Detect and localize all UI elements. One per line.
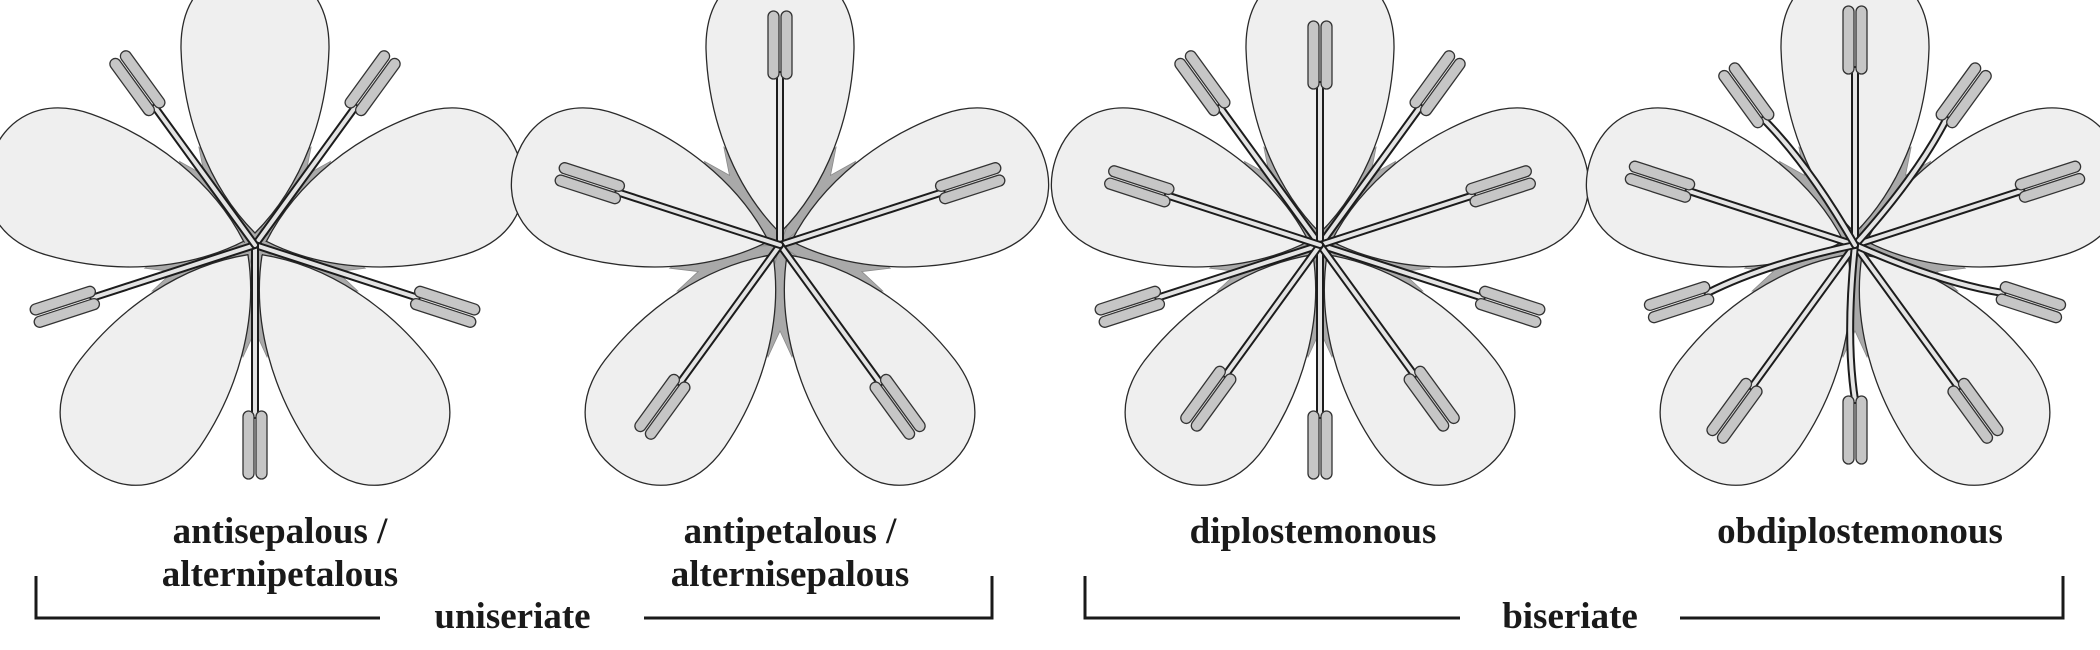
stamen — [1316, 241, 1460, 432]
group-label-uniseriate: uniseriate — [434, 596, 591, 637]
flower-antipetalous — [510, 0, 1050, 486]
stamen — [634, 241, 784, 440]
stamen — [1174, 50, 1324, 249]
stamen — [1851, 160, 2086, 249]
stamen — [1307, 241, 1333, 480]
stamen — [1851, 241, 2004, 444]
label-antisepalous: antisepalous / alternipetalous — [130, 510, 430, 596]
stamen — [1316, 165, 1536, 249]
stamen — [554, 162, 784, 249]
anther — [1643, 281, 1715, 324]
anther — [1403, 365, 1460, 432]
label-antisepalous-line2: alternipetalous — [161, 554, 399, 595]
label-obdiplostemonous: obdiplostemonous — [1700, 510, 2020, 553]
stamen — [251, 241, 481, 328]
anther — [109, 50, 166, 117]
petal — [1330, 107, 1590, 268]
stamen — [1316, 241, 1546, 328]
anther — [1465, 165, 1536, 208]
flower-obdiplostemonous — [1585, 0, 2100, 486]
anther — [29, 285, 101, 328]
stamen — [1307, 20, 1333, 249]
anther — [409, 285, 481, 328]
flower-diplostemonous — [1050, 0, 1590, 486]
petal — [258, 253, 451, 486]
label-diplostemonous: diplostemonous — [1163, 510, 1463, 553]
petal — [510, 107, 771, 268]
anther — [1706, 377, 1763, 444]
petal — [1585, 107, 1846, 268]
anther — [634, 373, 691, 440]
stamen — [1718, 62, 1859, 249]
anther — [344, 50, 401, 117]
petal — [1865, 107, 2100, 268]
anther — [767, 10, 793, 80]
anther — [1104, 165, 1175, 208]
anther — [1307, 20, 1333, 90]
anther — [1474, 285, 1546, 328]
anther — [1174, 50, 1231, 117]
stamen — [109, 50, 259, 249]
label-antipetalous: antipetalous / alternisepalous — [640, 510, 940, 596]
anther — [869, 373, 926, 440]
anther — [242, 410, 268, 480]
flower-antisepalous — [0, 0, 525, 486]
label-antisepalous-line1: antisepalous / — [172, 511, 388, 552]
label-antipetalous-line2: alternisepalous — [670, 554, 910, 595]
stamen — [1842, 5, 1868, 249]
petal — [0, 107, 246, 268]
stamen — [1851, 62, 1992, 249]
stamen — [251, 50, 401, 249]
anther — [1624, 160, 1696, 203]
stamen — [1180, 241, 1324, 432]
stamen — [1316, 50, 1466, 249]
stamen — [776, 241, 926, 440]
petal — [180, 0, 330, 234]
anther — [1409, 50, 1466, 117]
anther — [1094, 285, 1166, 328]
anther — [934, 162, 1006, 205]
label-obdiplostemonous-line1: obdiplostemonous — [1717, 511, 2003, 552]
stamen — [1643, 241, 1859, 324]
stamen — [29, 241, 259, 328]
petal — [1050, 107, 1311, 268]
label-diplostemonous-line1: diplostemonous — [1189, 511, 1437, 552]
anther — [1307, 410, 1333, 480]
group-label-biseriate: biseriate — [1502, 596, 1638, 637]
anther — [1935, 62, 1992, 129]
stamen — [767, 10, 793, 249]
anther — [1947, 377, 2004, 444]
stamen — [776, 162, 1006, 249]
petal — [790, 107, 1050, 268]
stamen — [1706, 241, 1859, 444]
stamen — [1624, 160, 1859, 249]
label-antipetalous-line1: antipetalous / — [683, 511, 897, 552]
stamen — [1842, 241, 1868, 465]
uniseriate-bracket-right — [644, 576, 994, 620]
uniseriate-bracket-left — [34, 576, 380, 620]
anther — [2014, 160, 2086, 203]
biseriate-bracket-right — [1680, 576, 2065, 620]
anther — [1180, 365, 1237, 432]
stamen — [1094, 241, 1324, 328]
biseriate-bracket-left — [1083, 576, 1460, 620]
stamen — [242, 241, 268, 480]
anther — [1842, 395, 1868, 465]
anther — [554, 162, 626, 205]
petal — [59, 254, 252, 486]
anther — [1718, 62, 1775, 129]
anther — [1995, 281, 2067, 324]
stamen — [1851, 241, 2067, 324]
anther — [1842, 5, 1868, 75]
stamen — [1104, 165, 1324, 249]
